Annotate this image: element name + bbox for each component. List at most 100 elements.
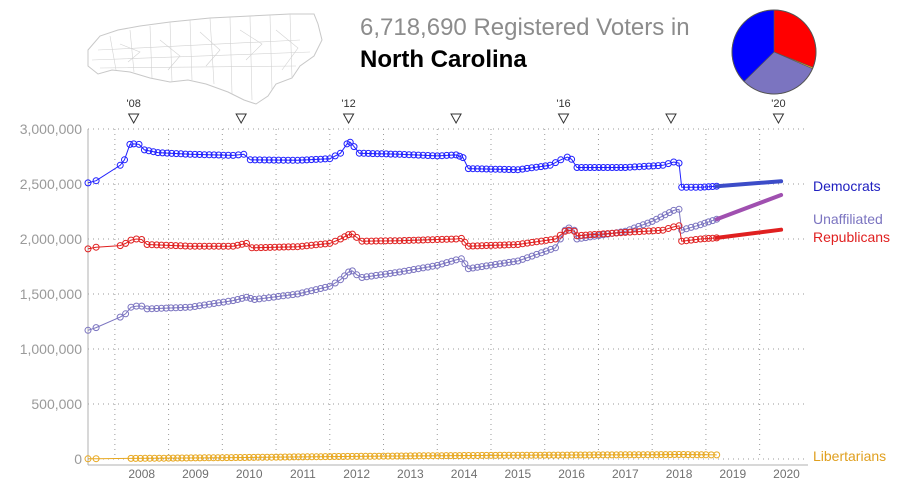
data-point	[563, 451, 571, 459]
data-point	[456, 452, 464, 460]
data-point	[519, 240, 527, 248]
data-point	[215, 242, 223, 250]
data-point	[617, 451, 625, 459]
series-unaffiliated	[84, 193, 784, 334]
data-point	[251, 156, 259, 164]
data-point	[274, 292, 282, 300]
data-point	[168, 149, 176, 157]
data-point	[214, 454, 222, 462]
data-point	[162, 241, 170, 249]
data-point	[599, 451, 607, 459]
election-triangle	[665, 113, 677, 125]
data-point	[386, 269, 394, 277]
data-point	[491, 241, 499, 249]
data-point	[215, 299, 223, 307]
data-point	[205, 242, 213, 250]
election-markers: '08 '12 '16 '20	[126, 98, 786, 125]
data-point	[590, 451, 598, 459]
data-point	[148, 241, 156, 249]
data-point	[474, 452, 482, 459]
data-point	[149, 148, 157, 156]
data-point	[84, 455, 92, 463]
data-point	[626, 228, 634, 236]
data-point	[367, 272, 375, 280]
data-point	[505, 451, 513, 459]
data-point	[509, 451, 517, 459]
data-point	[298, 156, 306, 164]
data-point	[670, 206, 678, 214]
data-point	[586, 451, 593, 459]
data-point	[363, 237, 371, 245]
data-point	[702, 451, 710, 459]
data-point	[443, 259, 451, 267]
data-point	[234, 241, 242, 249]
data-point	[155, 454, 163, 462]
data-point	[157, 304, 165, 312]
data-point	[573, 232, 581, 240]
data-point	[275, 243, 283, 251]
data-point	[509, 258, 517, 266]
data-point	[573, 164, 581, 171]
data-point	[126, 140, 134, 148]
data-point	[350, 143, 358, 151]
data-point	[572, 451, 580, 459]
data-point	[348, 267, 356, 275]
data-point	[671, 451, 679, 458]
data-point	[568, 451, 576, 459]
data-point	[552, 159, 559, 167]
y-tick-label: 2,000,000	[20, 231, 82, 247]
data-point	[473, 263, 481, 271]
data-point	[167, 241, 175, 249]
data-point	[191, 303, 199, 310]
axes: 0 500,000 1,000,000 1,500,000 2,000,000 2,500…	[20, 121, 808, 481]
data-point	[682, 183, 690, 191]
data-point	[644, 219, 652, 227]
data-point	[542, 162, 549, 170]
data-point	[382, 150, 390, 158]
data-point	[528, 238, 536, 246]
data-point	[167, 304, 175, 312]
data-point	[153, 241, 161, 249]
data-point	[406, 452, 414, 460]
data-point	[299, 453, 307, 461]
data-point	[141, 454, 149, 462]
data-point	[151, 454, 158, 462]
data-point	[665, 209, 673, 217]
data-point	[537, 249, 545, 257]
data-point	[603, 451, 611, 459]
data-point	[281, 453, 289, 461]
data-point	[243, 239, 250, 247]
data-point	[294, 243, 302, 251]
data-point	[303, 156, 311, 164]
y-tick-label: 1,000,000	[20, 341, 82, 357]
data-point	[353, 452, 361, 460]
data-point	[121, 156, 128, 164]
data-point	[451, 452, 459, 460]
data-point	[491, 165, 499, 173]
data-point	[317, 240, 325, 248]
data-point	[505, 241, 513, 249]
data-point	[469, 242, 477, 250]
data-point	[595, 164, 603, 171]
data-point	[357, 452, 365, 460]
data-point	[396, 150, 404, 158]
data-point	[186, 303, 194, 311]
data-point	[372, 271, 380, 279]
data-point	[259, 453, 267, 461]
data-point	[420, 452, 428, 460]
series-line	[87, 141, 717, 188]
x-tick-label: 2015	[504, 467, 531, 481]
data-point	[650, 227, 657, 235]
y-tick-label: 3,000,000	[20, 121, 82, 137]
data-point	[419, 264, 427, 272]
data-point	[153, 305, 161, 312]
data-point	[183, 454, 190, 462]
data-point	[122, 310, 130, 318]
data-point	[523, 239, 531, 247]
data-point	[438, 452, 446, 460]
data-point	[371, 452, 379, 460]
data-point	[429, 152, 437, 160]
data-point	[491, 261, 499, 268]
data-point	[645, 227, 653, 235]
data-point	[294, 290, 302, 298]
